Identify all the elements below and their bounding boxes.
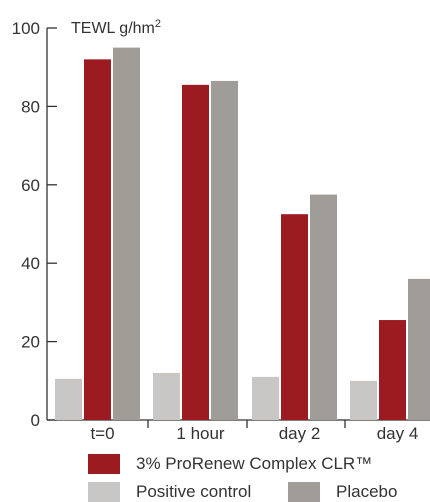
- y-tick-label: 20: [21, 333, 40, 352]
- legend-swatch-prorenew: [88, 454, 120, 474]
- bar-prorenew-2: [182, 84, 209, 420]
- legend-label-positive-control: Positive control: [136, 482, 252, 501]
- legend-item-prorenew: 3% ProRenew Complex CLR™: [88, 454, 372, 474]
- labels: 0 20 40 60 80 100 TEWL g/hm2 t=0 1 hour day 2 day …: [12, 18, 419, 443]
- legend-item-placebo: Placebo: [288, 482, 397, 502]
- legend-label-placebo: Placebo: [336, 482, 398, 501]
- legend: 3% ProRenew Complex CLR™ Positive contro…: [0, 448, 430, 502]
- bar-positive-control-3: [252, 376, 279, 420]
- bar-prorenew-1: [84, 59, 111, 421]
- legend-swatch-positive-control: [88, 482, 120, 502]
- y-tick-label: 100: [12, 19, 40, 38]
- x-tick-label: day 4: [377, 424, 419, 443]
- tewl-bar-chart: 0 20 40 60 80 100 TEWL g/hm2 t=0 1 hour day 2 day …: [12, 18, 430, 443]
- bars: [55, 47, 430, 421]
- legend-item-positive-control: Positive control: [88, 482, 251, 502]
- bar-placebo-1: [113, 47, 140, 420]
- bar-placebo-2: [211, 80, 238, 421]
- x-tick-label: day 2: [279, 424, 321, 443]
- bar-placebo-4: [408, 278, 430, 420]
- bar-positive-control-4: [350, 380, 377, 420]
- y-tick-label: 60: [21, 176, 40, 195]
- y-tick-label: 40: [21, 254, 40, 273]
- bar-prorenew-4: [379, 320, 406, 420]
- y-tick-label: 80: [21, 97, 40, 116]
- legend-label-prorenew: 3% ProRenew Complex CLR™: [136, 454, 373, 473]
- y-tick-label: 0: [31, 411, 40, 430]
- legend-swatch-placebo: [288, 482, 320, 502]
- x-tick-label: 1 hour: [176, 424, 225, 443]
- bar-placebo-3: [310, 194, 337, 420]
- y-axis-label: TEWL g/hm2: [71, 18, 161, 37]
- bar-positive-control-1: [55, 378, 82, 420]
- bar-prorenew-3: [281, 214, 308, 420]
- x-tick-label: t=0: [90, 424, 114, 443]
- bar-positive-control-2: [153, 372, 180, 420]
